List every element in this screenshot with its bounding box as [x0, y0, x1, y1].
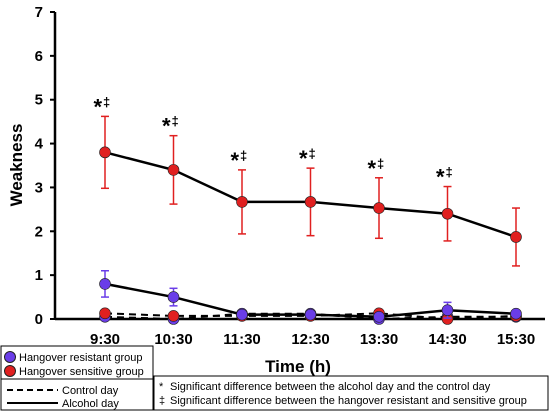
- y-axis-label: Weakness: [7, 124, 26, 207]
- significance-star: *: [436, 165, 445, 190]
- significance-star: *: [230, 148, 239, 173]
- legend-label-sensitive: Hangover sensitive group: [19, 366, 144, 378]
- data-point: [510, 231, 522, 243]
- significance-dagger: ‡: [172, 114, 179, 129]
- x-tick-label: 15:30: [497, 331, 535, 348]
- significance-markers: * ‡* ‡* ‡ * ‡* ‡* ‡: [93, 94, 452, 189]
- x-tick-labels: 9:30 10:30 11:30 12:30 13:30 14:30 15:30: [90, 331, 535, 348]
- significance-marker: * ‡: [299, 146, 316, 171]
- y-tick-label: 2: [35, 223, 43, 240]
- significance-dagger: ‡: [309, 146, 316, 161]
- series-layer: [99, 115, 522, 325]
- y-tick-label: 7: [35, 4, 43, 21]
- y-tick-label: 1: [35, 267, 43, 284]
- y-tick-labels: 0 1 2 3 4 5 6 7: [35, 4, 44, 328]
- axes: [50, 11, 545, 321]
- data-point: [510, 307, 522, 320]
- y-tick-label: 0: [35, 311, 43, 328]
- series-hangover-sensitive-group-alcohol-day: [99, 115, 522, 267]
- significance-marker: * ‡: [367, 156, 384, 181]
- significance-dagger: ‡: [446, 165, 453, 180]
- data-point: [236, 308, 248, 321]
- x-tick-label: 13:30: [360, 331, 398, 348]
- significance-star: *: [93, 94, 102, 119]
- significance-star: *: [162, 114, 171, 139]
- x-tick-label: 12:30: [291, 331, 329, 348]
- y-tick-label: 3: [35, 179, 43, 196]
- legend-label-alcohol-day: Alcohol day: [62, 398, 119, 410]
- y-tick-label: 6: [35, 48, 43, 65]
- data-point: [304, 308, 317, 321]
- x-tick-label: 14:30: [428, 331, 466, 348]
- x-axis-label: Time (h): [265, 357, 331, 376]
- legend-label-control-day: Control day: [62, 385, 119, 397]
- data-point: [99, 278, 111, 290]
- data-point: [236, 196, 248, 208]
- series-hangover-resistant-group-alcohol-day: [99, 270, 522, 323]
- data-point: [99, 146, 111, 159]
- significance-marker: * ‡: [436, 165, 453, 190]
- legend-label-resistant: Hangover resistant group: [19, 352, 143, 364]
- data-point: [167, 164, 180, 176]
- significance-star: *: [367, 156, 376, 181]
- significance-dagger: ‡: [240, 148, 247, 163]
- data-point: [441, 207, 454, 220]
- legend-notes-box: [153, 375, 549, 411]
- y-tick-label: 5: [35, 92, 43, 109]
- legend-days: Control day Alcohol day: [0, 378, 154, 411]
- legend-groups-box: [0, 345, 154, 380]
- note-symbol-dagger: ‡: [159, 395, 165, 407]
- data-point: [304, 196, 317, 208]
- legend-groups: Hangover resistant group Hangover sensit…: [0, 345, 154, 380]
- data-point: [373, 311, 385, 323]
- significance-dagger: ‡: [377, 156, 384, 171]
- x-tick-label: 10:30: [154, 331, 192, 348]
- data-point: [167, 291, 180, 303]
- legend-marker-resistant: [4, 351, 16, 363]
- data-point: [99, 307, 111, 320]
- note-text-resistant-vs-sensitive: Significant difference between the hango…: [170, 395, 527, 407]
- note-text-alcohol-vs-control: Significant difference between the alcoh…: [170, 381, 491, 393]
- significance-dagger: ‡: [103, 94, 110, 109]
- significance-marker: * ‡: [93, 94, 110, 119]
- y-tick-label: 4: [35, 136, 44, 153]
- x-tick-label: 9:30: [90, 331, 120, 348]
- legend-notes: * Significant difference between the alc…: [153, 375, 549, 411]
- x-tick-label: 11:30: [223, 331, 261, 348]
- data-point: [373, 202, 385, 214]
- data-point: [167, 310, 180, 322]
- significance-star: *: [299, 146, 308, 171]
- data-point: [441, 304, 454, 317]
- legend-marker-sensitive: [4, 365, 16, 377]
- significance-marker: * ‡: [162, 114, 179, 139]
- note-symbol-star: *: [159, 381, 164, 393]
- legend-days-box: [0, 378, 154, 411]
- significance-marker: * ‡: [230, 148, 247, 173]
